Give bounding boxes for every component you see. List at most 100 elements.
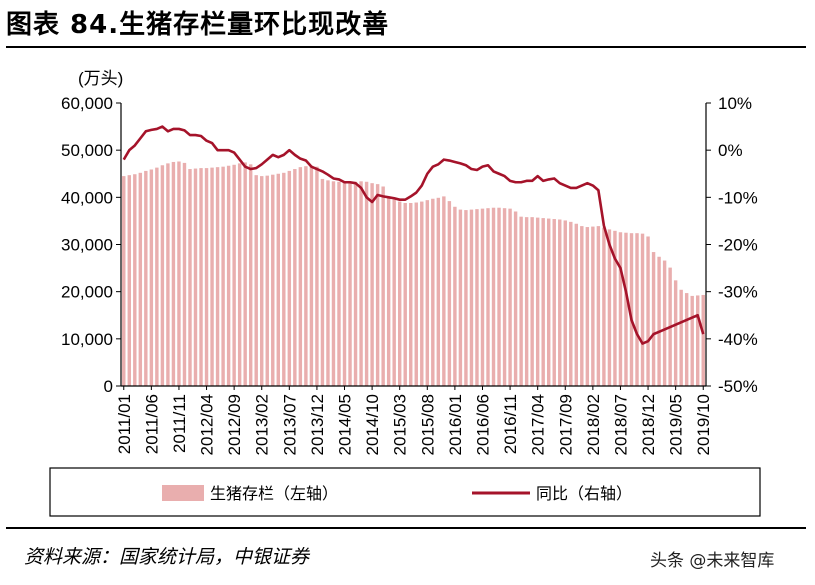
bar	[629, 233, 634, 386]
bar	[513, 211, 518, 386]
x-tick-label: 2013/07	[280, 394, 299, 455]
bar	[320, 178, 325, 386]
hog-inventory-chart: (万头) 0 10,000 20,000 30,000 40,000 50,000 60,0…	[49, 69, 761, 517]
bar	[480, 208, 485, 386]
bar	[684, 293, 689, 386]
bar	[651, 252, 656, 386]
bar	[569, 221, 573, 386]
bar	[673, 280, 678, 386]
bar	[469, 209, 474, 386]
bar-series	[122, 161, 705, 387]
x-tick-label: 2011/06	[142, 394, 161, 454]
bar	[574, 223, 579, 386]
bar	[204, 168, 209, 386]
bar	[265, 175, 269, 386]
x-tick-label: 2016/06	[473, 394, 492, 455]
legend-line-label: 同比（右轴）	[536, 484, 632, 503]
bar	[635, 233, 639, 386]
bar	[199, 168, 203, 386]
bar	[552, 219, 556, 386]
bar	[447, 201, 452, 386]
left-tick-label: 50,000	[61, 141, 113, 160]
legend-bar-label: 生猪存栏（左轴）	[210, 484, 338, 503]
bar	[215, 167, 220, 386]
bar	[166, 163, 170, 386]
bar	[436, 197, 441, 386]
bar	[160, 165, 165, 386]
bar	[624, 232, 628, 386]
source-note: 资料来源：国家统计局，中银证券	[24, 546, 310, 568]
bar	[431, 198, 435, 386]
bar	[260, 176, 264, 386]
bar	[558, 219, 562, 386]
x-tick-label: 2013/12	[308, 394, 327, 455]
bar	[381, 186, 385, 386]
bar	[607, 229, 612, 386]
x-tick-label: 2013/02	[253, 394, 272, 455]
bar	[640, 233, 645, 386]
bar	[193, 168, 198, 386]
bar	[563, 220, 567, 386]
x-tick-label: 2018/12	[639, 394, 658, 455]
bar	[315, 166, 319, 386]
right-tick-label: -30%	[718, 283, 758, 302]
bar	[331, 181, 336, 386]
bar	[442, 196, 446, 386]
page-title: 图表 84.生猪存栏量环比现改善	[6, 10, 390, 40]
left-tick-label: 20,000	[61, 283, 113, 302]
bar	[155, 167, 159, 386]
x-tick-label: 2012/04	[198, 394, 217, 455]
bar	[271, 174, 275, 386]
bar	[342, 182, 347, 386]
bar	[409, 202, 413, 386]
left-tick-label: 40,000	[61, 188, 113, 207]
left-axis-unit-label: (万头)	[78, 69, 123, 88]
bar	[122, 176, 126, 386]
bar	[392, 199, 396, 386]
bar	[453, 206, 457, 386]
right-tick-label: -10%	[718, 188, 758, 207]
x-axis-ticks: 2011/01 2011/06 2011/11 2012/04 2012/09 2013/…	[115, 386, 713, 455]
bar	[420, 201, 424, 386]
bar	[613, 230, 617, 386]
bar	[397, 201, 402, 386]
bar	[348, 182, 352, 386]
left-tick-label: 60,000	[61, 94, 113, 113]
left-tick-label: 30,000	[61, 236, 113, 255]
bar	[326, 180, 330, 386]
bar	[309, 165, 314, 386]
bar	[690, 295, 694, 386]
bar	[304, 166, 308, 386]
right-tick-label: -20%	[718, 236, 758, 255]
x-tick-label: 2015/08	[418, 394, 437, 455]
bar	[679, 289, 683, 386]
bar	[486, 208, 490, 386]
bar	[188, 169, 192, 386]
bar	[701, 294, 705, 386]
bar	[337, 181, 341, 386]
legend-box	[49, 467, 761, 517]
footer-divider	[6, 527, 806, 529]
bar	[359, 181, 363, 386]
right-tick-label: -50%	[718, 377, 758, 396]
yoy-line	[122, 125, 705, 345]
bar	[177, 161, 181, 386]
bar	[530, 217, 534, 386]
bar	[491, 207, 496, 386]
bar	[353, 181, 358, 386]
bar	[171, 161, 176, 386]
bar	[248, 164, 253, 386]
left-tick-label: 0	[104, 377, 113, 396]
bar	[657, 256, 661, 386]
bar	[425, 200, 430, 386]
bar	[519, 216, 523, 386]
bar	[508, 208, 512, 386]
left-tick-label: 10,000	[61, 330, 113, 349]
right-tick-label: -40%	[718, 330, 758, 349]
bar	[696, 295, 700, 386]
bar	[370, 183, 374, 386]
bar	[237, 163, 242, 386]
watermark: 头条 @未来智库	[650, 546, 775, 571]
bar	[210, 167, 214, 386]
x-tick-label: 2014/10	[363, 394, 382, 455]
